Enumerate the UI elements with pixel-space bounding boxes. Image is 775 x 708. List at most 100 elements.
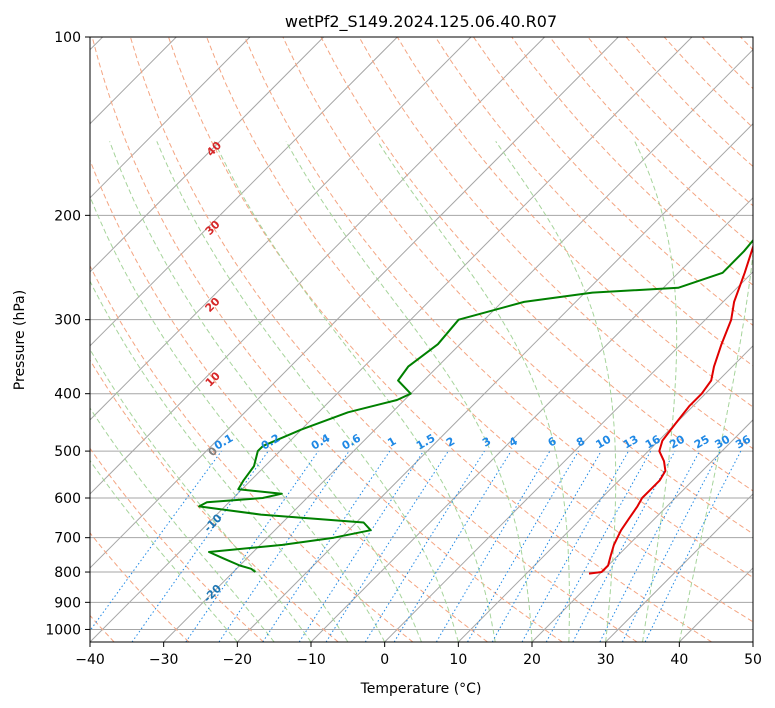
mixing-ratio-line <box>599 450 701 642</box>
isotherm-line <box>90 37 619 569</box>
y-tick-label: 800 <box>54 565 81 581</box>
x-tick-label: −10 <box>296 652 326 668</box>
y-tick-label: 900 <box>54 595 81 611</box>
dry-adiabat-line <box>358 37 753 450</box>
y-tick-label: 1000 <box>45 622 81 638</box>
mixing-ratio-label: 0.4 <box>309 431 333 452</box>
x-tick-label: 0 <box>380 652 389 668</box>
mixing-ratio-line <box>644 450 742 642</box>
moist-adiabat-line <box>634 141 678 642</box>
mixing-ratio-line <box>572 450 676 642</box>
mixing-ratio-label: 6 <box>546 434 559 449</box>
dry-adiabat-line <box>91 37 563 642</box>
isotherm-line <box>90 37 251 199</box>
axes-layer: −40 −30 −20 −10 0 10 20 30 40 50 1000 900 800 700 600 5… <box>45 30 762 668</box>
mixing-ratio-line <box>90 450 222 632</box>
dry-adiabat-line <box>473 37 753 326</box>
isotherm-line <box>163 48 753 642</box>
moist-adiabat-line <box>90 407 275 642</box>
dry-adiabat-line <box>511 37 753 286</box>
isotherm-line <box>90 37 545 495</box>
dry-adiabat-line <box>434 37 753 367</box>
moist-adiabat-line <box>285 141 533 642</box>
mixing-ratio-label: 25 <box>692 433 712 452</box>
y-tick-label: 300 <box>54 313 81 329</box>
dry-adiabat-line <box>206 37 753 623</box>
x-tick-label: 10 <box>449 652 467 668</box>
x-tick-label: −40 <box>75 652 105 668</box>
mixing-ratio-label: 13 <box>621 433 641 452</box>
y-axis-label: Pressure (hPa) <box>12 290 28 390</box>
y-tick-label: 600 <box>54 491 81 507</box>
mixing-ratio-line <box>325 450 449 642</box>
plot-frame <box>89 36 754 643</box>
mixing-ratio-line <box>185 450 319 642</box>
dry-adiabat-line <box>701 37 753 90</box>
dry-adiabat-line <box>663 37 753 129</box>
mixing-ratio-line <box>218 450 350 642</box>
mixing-ratio-line <box>521 450 629 642</box>
mixing-ratio-label: 0.6 <box>340 431 364 452</box>
isotherm-line <box>90 37 693 642</box>
y-tick-label: 700 <box>54 531 81 547</box>
isotherm-line <box>605 493 753 642</box>
x-tick-label: 30 <box>597 652 615 668</box>
moist-adiabat-line <box>109 141 422 642</box>
dry-adiabat-line <box>168 37 712 642</box>
background-lines <box>90 37 753 642</box>
dry-adiabat-line <box>740 37 753 51</box>
x-tick-label: −30 <box>149 652 179 668</box>
isotherm-line <box>90 37 324 273</box>
isotherm-line <box>678 567 753 642</box>
x-axis-label: Temperature (°C) <box>360 681 482 697</box>
isotherm-line <box>90 37 472 421</box>
mixing-ratio-label: 2 <box>444 435 457 450</box>
mixing-ratio-label: 1 <box>385 435 398 450</box>
mixing-ratio-label: 1.5 <box>414 432 437 453</box>
dry-adiabat-line <box>90 447 264 642</box>
mixing-ratio-line <box>298 450 424 642</box>
x-tick-label: 20 <box>523 652 541 668</box>
dry-adiabat-line <box>587 37 753 207</box>
isotherm-line <box>457 345 753 642</box>
mixing-ratio-line <box>435 450 551 642</box>
x-tick-label: −20 <box>223 652 253 668</box>
mixing-ratio-label: 4 <box>507 434 520 449</box>
dry-adiabat-line <box>90 264 414 642</box>
series-layer <box>198 238 753 575</box>
moist-adiabat-line <box>678 249 753 642</box>
mixing-ratio-label: 3 <box>480 435 493 450</box>
moist-adiabat-line <box>90 348 312 642</box>
mixing-ratio-line <box>621 450 721 642</box>
dry-adiabat-line <box>282 37 753 535</box>
dry-adiabat-line <box>90 158 488 642</box>
moist-adiabat-line <box>156 141 459 642</box>
moist-adiabat-line <box>90 280 349 642</box>
dry-adiabat-label: 10 <box>203 369 223 389</box>
dry-adiabat-label: 20 <box>203 295 223 315</box>
mixing-ratio-line <box>393 450 512 642</box>
dry-adiabat-line <box>129 37 638 642</box>
y-tick-label: 100 <box>54 30 81 46</box>
temperature-profile-line <box>588 243 753 575</box>
chart-title: wetPf2_S149.2024.125.06.40.R07 <box>285 12 557 32</box>
mixing-ratio-line <box>262 450 391 642</box>
mixing-ratio-line <box>131 450 269 642</box>
isotherm-line <box>384 271 753 642</box>
moist-adiabat-line <box>377 141 570 642</box>
x-tick-label: 50 <box>744 652 762 668</box>
dry-adiabat-line <box>90 359 339 642</box>
y-tick-label: 400 <box>54 387 81 403</box>
y-tick-label: 500 <box>54 444 81 460</box>
isotherm-line <box>531 419 753 642</box>
isotherm-line <box>752 641 753 642</box>
moist-adiabat-line <box>213 141 496 642</box>
x-tick-label: 40 <box>670 652 688 668</box>
adiabat-labels-layer: 0.1 0.2 0.4 0.6 1 1.5 2 3 4 6 8 10 13 16 20 25 30 36-20-1… <box>201 139 753 605</box>
mixing-ratio-label: 8 <box>574 435 587 450</box>
mixing-ratio-line <box>545 450 652 642</box>
moist-adiabat-line <box>90 459 238 642</box>
moist-adiabat-line <box>495 141 617 642</box>
dry-adiabat-label: 30 <box>203 218 223 238</box>
dry-adiabat-line <box>90 532 190 642</box>
